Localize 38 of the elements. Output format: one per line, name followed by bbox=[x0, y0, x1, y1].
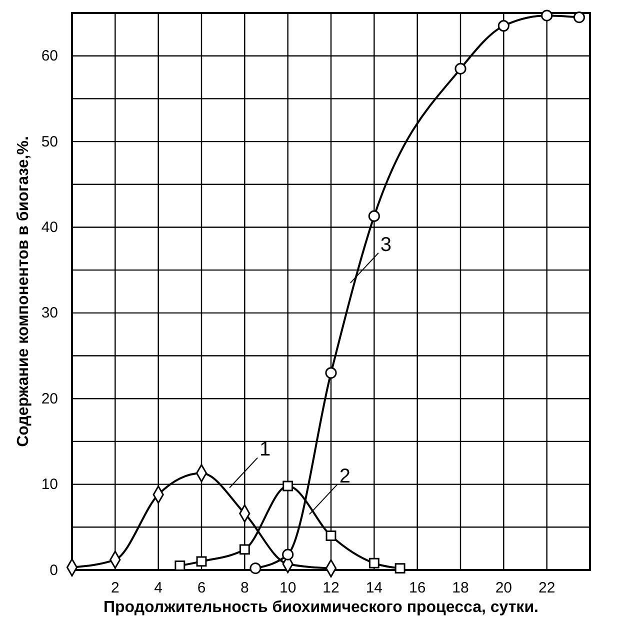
x-tick-label: 20 bbox=[495, 580, 512, 597]
y-tick-label: 30 bbox=[41, 304, 58, 322]
x-tick-label: 18 bbox=[452, 580, 469, 597]
point bbox=[454, 62, 466, 74]
point bbox=[368, 558, 380, 568]
point bbox=[282, 480, 294, 492]
y-tick-label: 0 bbox=[50, 562, 58, 579]
x-tick-label: 4 bbox=[154, 580, 163, 597]
point bbox=[326, 530, 336, 541]
annotation: 3 bbox=[380, 234, 392, 256]
y-tick-label: 50 bbox=[41, 133, 58, 150]
point bbox=[394, 563, 406, 574]
point bbox=[498, 20, 510, 32]
point bbox=[573, 12, 586, 24]
y-tick-label: 20 bbox=[41, 390, 58, 408]
y-tick-label: 40 bbox=[41, 219, 58, 236]
point bbox=[196, 556, 207, 567]
point bbox=[282, 548, 294, 560]
x-tick-label: 8 bbox=[240, 580, 249, 597]
x-tick-label: 10 bbox=[279, 580, 296, 597]
x-tick-label: 2 bbox=[110, 580, 120, 597]
x-tick-label: 14 bbox=[366, 580, 383, 597]
annotation: 2 bbox=[339, 465, 351, 488]
point bbox=[174, 560, 186, 571]
x-tick-label: 6 bbox=[197, 580, 206, 597]
point bbox=[250, 562, 262, 574]
x-tick-label: 16 bbox=[408, 580, 426, 597]
point bbox=[541, 10, 553, 22]
y-axis-title: Содержание компонентов в биогазе,%. bbox=[15, 136, 32, 447]
x-tick-label: 12 bbox=[322, 580, 340, 597]
y-tick-label: 10 bbox=[41, 476, 58, 494]
annotation: 1 bbox=[260, 438, 271, 461]
point bbox=[239, 544, 250, 555]
point bbox=[368, 210, 380, 222]
x-tick-label: 22 bbox=[538, 580, 556, 597]
x-axis-title: Продолжительность биохимического процесса, сутки. bbox=[104, 599, 538, 616]
point bbox=[325, 367, 337, 379]
y-tick-label: 60 bbox=[41, 48, 58, 65]
